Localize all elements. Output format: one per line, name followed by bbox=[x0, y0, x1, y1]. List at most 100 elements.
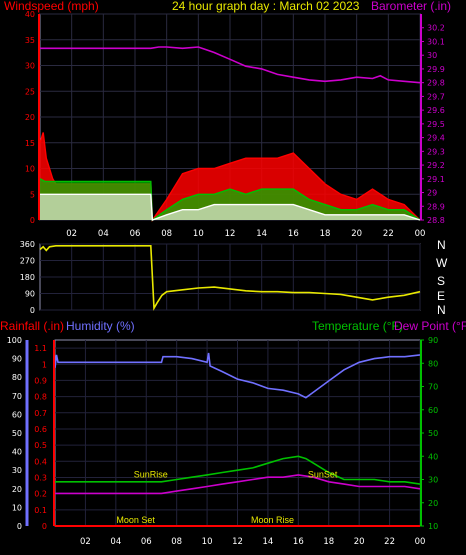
rain-ytick-label: 0.3 bbox=[34, 473, 47, 482]
dir-ytick-label: 0 bbox=[30, 306, 35, 315]
humidity-ytick-label: 50 bbox=[12, 429, 22, 438]
temp-ytick-label: 80 bbox=[428, 359, 438, 368]
temp-ytick-label: 50 bbox=[428, 429, 438, 438]
baro-ytick-label: 29.8 bbox=[427, 79, 445, 88]
hum-xtick-label: 14 bbox=[263, 537, 274, 547]
baro-ytick-label: 30.1 bbox=[427, 37, 445, 46]
humidity-ytick-label: 0 bbox=[17, 522, 22, 531]
temp-ytick-label: 90 bbox=[428, 336, 438, 345]
wind-ytick-label: 10 bbox=[25, 165, 35, 174]
gust-line bbox=[39, 132, 421, 223]
rainfall-axis-title: Rainfall (.in) bbox=[0, 319, 64, 333]
dew-line bbox=[55, 474, 421, 495]
rain-ytick-label: 1 bbox=[42, 360, 47, 369]
annotation-label: SunRise bbox=[134, 470, 168, 480]
temp-ytick-label: 60 bbox=[428, 406, 438, 415]
hum-xtick-label: 22 bbox=[384, 537, 395, 547]
wind-xtick-label: 14 bbox=[256, 229, 267, 239]
rain-ytick-label: 0.8 bbox=[34, 393, 47, 402]
baro-ytick-label: 29.1 bbox=[427, 175, 445, 184]
windspeed-axis-title: Windspeed (mph) bbox=[4, 0, 99, 13]
annotation-label: Moon Rise bbox=[251, 515, 294, 525]
rain-ytick-label: 0.4 bbox=[34, 457, 47, 466]
hum-xtick-label: 16 bbox=[293, 537, 304, 547]
hum-xtick-label: 04 bbox=[110, 537, 121, 547]
baro-ytick-label: 29.2 bbox=[427, 161, 445, 170]
rain-ytick-label: 0.9 bbox=[34, 376, 47, 385]
temp-ytick-label: 40 bbox=[428, 452, 438, 461]
dir-ytick-label: 90 bbox=[25, 290, 35, 299]
baro-ytick-label: 30 bbox=[427, 51, 437, 60]
avg-area bbox=[40, 194, 420, 220]
dir-ytick-label: 180 bbox=[20, 273, 35, 282]
baro-ytick-label: 29.5 bbox=[427, 120, 445, 129]
wind-ytick-label: 25 bbox=[25, 87, 35, 96]
rain-ytick-label: 0 bbox=[42, 522, 47, 531]
hum-xtick-label: 20 bbox=[354, 537, 365, 547]
avg-line bbox=[40, 193, 421, 221]
baro-ytick-label: 29.7 bbox=[427, 92, 445, 101]
baro-ytick-label: 29 bbox=[427, 189, 437, 198]
wind-xtick-label: 08 bbox=[161, 229, 172, 239]
wind-ytick-label: 0 bbox=[30, 216, 35, 225]
wind-xtick-label: 02 bbox=[66, 229, 77, 239]
wind-ytick-label: 40 bbox=[25, 10, 35, 19]
hum-xtick-label: 02 bbox=[80, 537, 91, 547]
annotations: SunRise SunSet Moon Set Moon Rise bbox=[116, 470, 338, 525]
dir-ytick-label: 270 bbox=[20, 257, 35, 266]
dewpoint-axis-title: Dew Point (°F) bbox=[394, 319, 466, 333]
temp-ytick-label: 10 bbox=[428, 522, 438, 531]
dir-ytick-label: 360 bbox=[20, 240, 35, 249]
wind-xtick-label: 12 bbox=[225, 229, 236, 239]
compass-label-n-bottom: N bbox=[437, 303, 446, 317]
baro-ytick-label: 29.4 bbox=[427, 134, 445, 143]
rain-ytick-label: 0.5 bbox=[34, 441, 47, 450]
humidity-ytick-label: 60 bbox=[12, 410, 22, 419]
humidity-ytick-label: 100 bbox=[7, 336, 22, 345]
rain-ytick-label: 0.6 bbox=[34, 425, 47, 434]
wind-xtick-label: 06 bbox=[130, 229, 141, 239]
humidity-ytick-label: 80 bbox=[12, 373, 22, 382]
baro-ytick-label: 29.3 bbox=[427, 147, 445, 156]
hum-xtick-label: 06 bbox=[141, 537, 152, 547]
temp-line bbox=[55, 455, 421, 485]
baro-ytick-label: 29.9 bbox=[427, 65, 445, 74]
wind-xtick-label: 10 bbox=[193, 229, 204, 239]
baro-ytick-label: 30.2 bbox=[427, 24, 445, 33]
wind-xtick-label: 22 bbox=[383, 229, 394, 239]
barometer-axis-title: Barometer (.in) bbox=[371, 0, 451, 13]
hum-xtick-label: 12 bbox=[232, 537, 243, 547]
data-series bbox=[39, 46, 421, 527]
humidity-ytick-label: 70 bbox=[12, 392, 22, 401]
rain-ytick-label: 0.2 bbox=[34, 490, 47, 499]
rain-ytick-label: 0.1 bbox=[34, 506, 47, 515]
compass-label-w: W bbox=[436, 256, 448, 270]
humidity-ytick-label: 10 bbox=[12, 503, 22, 512]
baro-ytick-label: 28.8 bbox=[427, 216, 445, 225]
chart-title: 24 hour graph day : March 02 2023 bbox=[172, 0, 360, 13]
hum-xtick-label: 08 bbox=[171, 537, 182, 547]
compass-label-s: S bbox=[437, 274, 445, 288]
hum-xtick-label: 18 bbox=[323, 537, 334, 547]
hum-line bbox=[54, 352, 421, 399]
wind-ytick-label: 5 bbox=[30, 190, 35, 199]
wind-ytick-label: 35 bbox=[25, 36, 35, 45]
hum-xtick-label: 10 bbox=[202, 537, 213, 547]
wind-direction-line bbox=[39, 245, 421, 311]
grid-lines bbox=[40, 13, 421, 527]
baro-ytick-label: 29.6 bbox=[427, 106, 445, 115]
humidity-ytick-label: 30 bbox=[12, 466, 22, 475]
wind-ytick-label: 30 bbox=[25, 62, 35, 71]
wind-ytick-label: 20 bbox=[25, 113, 35, 122]
wind-xtick-label: 20 bbox=[351, 229, 362, 239]
wind-xtick-label: 16 bbox=[288, 229, 299, 239]
compass-label-e: E bbox=[437, 289, 445, 303]
rain-ytick-label: 1.1 bbox=[34, 344, 47, 353]
temperature-axis-title: Temperature (°F) bbox=[312, 319, 403, 333]
humidity-axis-title: Humidity (%) bbox=[66, 319, 135, 333]
wind-xtick-label: 00 bbox=[415, 229, 426, 239]
temp-ytick-label: 30 bbox=[428, 476, 438, 485]
baro-line bbox=[40, 46, 421, 84]
baro-ytick-label: 28.9 bbox=[427, 202, 445, 211]
